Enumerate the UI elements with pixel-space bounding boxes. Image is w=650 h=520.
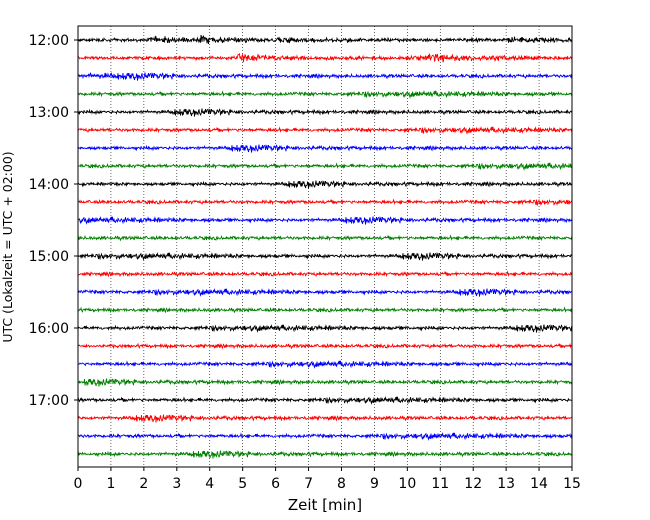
trace-15 xyxy=(77,306,573,314)
trace-11 xyxy=(77,234,573,242)
x-tick-label-11: 11 xyxy=(431,476,449,492)
y-tick-label-1: 13:00 xyxy=(29,105,69,121)
x-tick-label-15: 15 xyxy=(563,476,581,492)
x-tick-label-3: 3 xyxy=(172,476,181,492)
trace-6 xyxy=(77,144,573,153)
trace-7 xyxy=(77,161,573,171)
trace-1 xyxy=(77,52,573,63)
trace-0 xyxy=(77,34,573,44)
trace-20 xyxy=(77,395,573,405)
x-tick-label-6: 6 xyxy=(271,476,280,492)
x-tick-label-5: 5 xyxy=(238,476,247,492)
trace-18 xyxy=(77,359,573,369)
trace-8 xyxy=(77,180,573,189)
x-tick-label-2: 2 xyxy=(139,476,148,492)
trace-21 xyxy=(77,414,573,423)
y-tick-label-0: 12:00 xyxy=(29,33,69,49)
x-tick-label-8: 8 xyxy=(337,476,346,492)
y-axis-label: UTC (Lokalzeit = UTC + 02:00) xyxy=(0,151,15,342)
trace-17 xyxy=(77,342,573,350)
x-axis-label: Zeit [min] xyxy=(288,496,362,514)
trace-23 xyxy=(77,450,573,459)
x-tick-label-1: 1 xyxy=(106,476,115,492)
x-tick-label-7: 7 xyxy=(304,476,313,492)
x-axis-ticks: 0 1 2 3 4 5 6 7 8 9 10 11 12 13 14 15 xyxy=(74,467,581,492)
trace-9 xyxy=(77,198,573,206)
x-tick-label-0: 0 xyxy=(74,476,83,492)
y-tick-label-5: 17:00 xyxy=(29,393,69,409)
y-tick-label-3: 15:00 xyxy=(29,249,69,265)
trace-10 xyxy=(77,215,573,225)
x-tick-label-14: 14 xyxy=(530,476,548,492)
plot-frame xyxy=(77,25,573,468)
x-tick-label-4: 4 xyxy=(205,476,214,492)
trace-3 xyxy=(77,89,573,99)
x-tick-label-12: 12 xyxy=(464,476,482,492)
trace-13 xyxy=(77,270,573,278)
x-tick-label-10: 10 xyxy=(398,476,416,492)
trace-22 xyxy=(77,431,573,441)
trace-5 xyxy=(77,125,573,135)
x-tick-label-9: 9 xyxy=(370,476,379,492)
y-tick-label-4: 16:00 xyxy=(29,321,69,337)
trace-16 xyxy=(77,323,573,333)
trace-19 xyxy=(77,378,573,387)
trace-2 xyxy=(77,72,573,81)
x-tick-label-13: 13 xyxy=(497,476,515,492)
trace-12 xyxy=(77,251,573,261)
trace-14 xyxy=(77,287,573,297)
seismic-traces xyxy=(77,34,573,459)
y-tick-label-2: 14:00 xyxy=(29,177,69,193)
trace-4 xyxy=(77,108,573,117)
y-axis-ticks: 12:00 13:00 14:00 15:00 16:00 17:00 xyxy=(29,33,78,409)
